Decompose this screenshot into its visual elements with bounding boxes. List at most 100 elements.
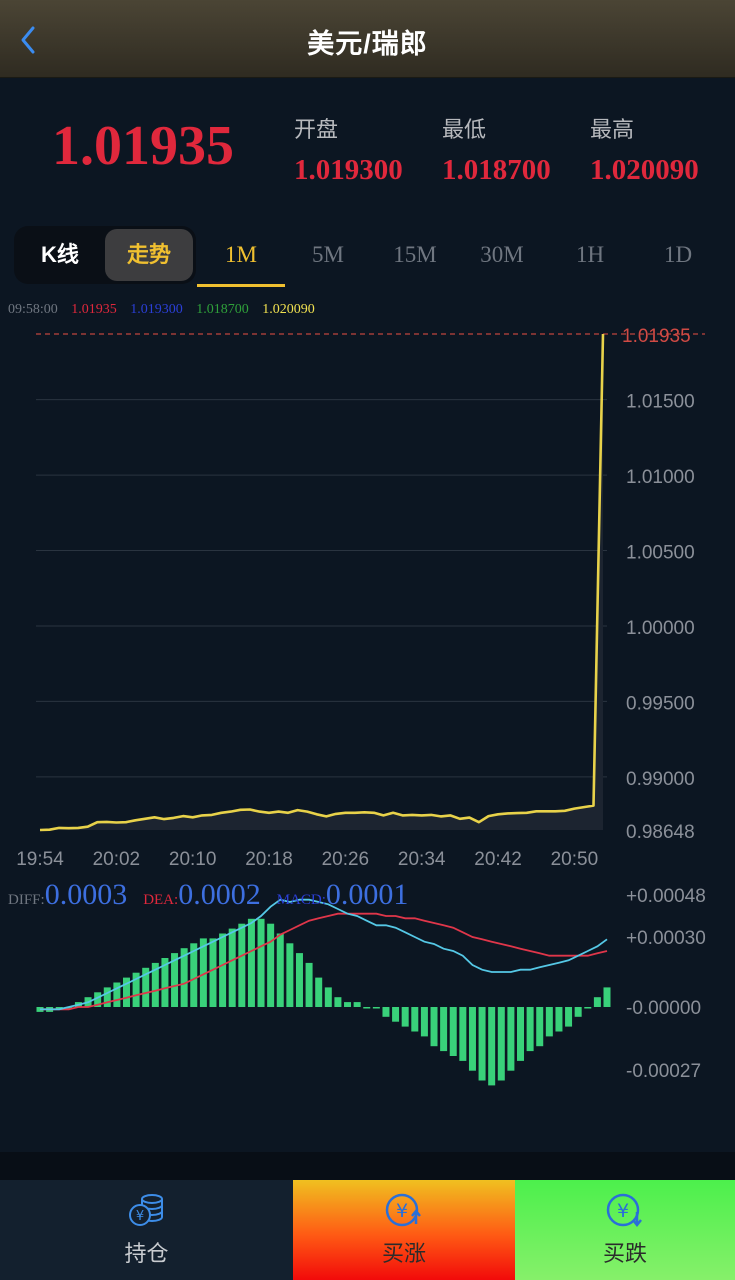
macd-bar	[247, 918, 255, 1007]
macd-tick-label: -0.00027	[626, 1061, 701, 1082]
macd-bar	[401, 1007, 409, 1027]
y-tick-label: 1.00000	[626, 618, 695, 639]
macd-labels: DIFF:0.0003 DEA:0.0002 MACD:0.0001	[8, 878, 420, 912]
x-tick-label: 20:42	[474, 849, 522, 870]
yen-down-icon: ¥	[606, 1193, 642, 1228]
macd-bar	[151, 962, 159, 1007]
macd-bar	[574, 1007, 582, 1017]
macd-bar	[507, 1007, 515, 1071]
macd-bar	[497, 1007, 505, 1081]
macd-bar	[334, 997, 342, 1007]
dea-line	[40, 912, 608, 1011]
macd-bar	[363, 1007, 371, 1009]
y-tick-label: 0.98648	[626, 822, 695, 843]
stat-low: 最低 1.018700	[442, 112, 551, 187]
diff-line	[40, 898, 608, 1011]
macd-bar	[488, 1007, 496, 1086]
macd-bar	[276, 933, 284, 1007]
tab-5m[interactable]: 5M	[312, 242, 344, 267]
tab-1m[interactable]: 1M	[197, 226, 285, 287]
macd-bar	[593, 997, 601, 1007]
macd-bar	[344, 1002, 352, 1007]
macd-tick-label: -0.00000	[626, 998, 701, 1019]
macd-bar	[382, 1007, 390, 1017]
legend-time: 09:58:00	[8, 302, 58, 317]
x-tick-label: 20:34	[398, 849, 446, 870]
tab-30m[interactable]: 30M	[480, 242, 524, 267]
yen-up-icon: ¥	[385, 1193, 421, 1227]
coins-icon: ¥	[128, 1194, 163, 1226]
macd-bar	[190, 943, 198, 1007]
macd-bar	[555, 1007, 563, 1032]
macd-bar	[113, 982, 121, 1007]
macd-tick-label: +0.00048	[626, 886, 706, 907]
macd-bar	[565, 1007, 573, 1027]
macd-bar	[372, 1007, 380, 1009]
macd-bar	[411, 1007, 419, 1032]
chart-mode-toggle: K线 走势	[14, 226, 196, 284]
macd-bar	[324, 987, 332, 1007]
page-title: 美元/瑞郎	[307, 29, 428, 59]
chart-tabs: K线 走势 1M 5M 15M 30M 1H 1D	[0, 222, 735, 288]
chevron-left-icon	[21, 26, 35, 54]
macd-bar	[468, 1007, 476, 1071]
macd-bar	[171, 953, 179, 1007]
back-button[interactable]	[14, 20, 44, 60]
macd-bar	[267, 923, 275, 1007]
price-line	[39, 333, 605, 832]
buy-up-label: 买涨	[381, 1241, 426, 1266]
macd-bar	[536, 1007, 544, 1047]
macd-bar	[392, 1007, 400, 1022]
tab-trend[interactable]: 走势	[105, 229, 193, 281]
dea-label: DEA:	[143, 892, 179, 908]
quote-panel: 1.01935 开盘 1.019300 最低 1.018700 最高 1.020…	[0, 78, 735, 218]
dea-value: 0.0002	[178, 878, 261, 911]
stat-open-value: 1.019300	[294, 154, 403, 186]
legend-last: 1.01935	[71, 302, 117, 317]
bottom-action-bar: ¥ 持仓 ¥ 买涨 ¥ 买跌	[0, 1180, 735, 1280]
macd-bar	[257, 918, 265, 1007]
macd-bar	[228, 928, 236, 1007]
buy-up-button[interactable]: ¥ 买涨	[293, 1180, 515, 1280]
macd-bar	[603, 987, 611, 1007]
macd-bar	[449, 1007, 457, 1056]
divider	[0, 1152, 735, 1180]
tab-kline[interactable]: K线	[41, 242, 79, 267]
tab-1d[interactable]: 1D	[663, 242, 693, 267]
macd-bar	[420, 1007, 428, 1037]
nav-header: 美元/瑞郎	[0, 0, 735, 78]
current-price: 1.01935	[52, 115, 234, 177]
macd-bar	[122, 977, 130, 1007]
diff-value: 0.0003	[44, 878, 128, 911]
macd-bar	[219, 933, 227, 1007]
macd-bar	[55, 1007, 63, 1009]
svg-text:¥: ¥	[396, 1200, 408, 1222]
y-tick-label: 1.01000	[626, 467, 695, 488]
stat-high: 最高 1.020090	[590, 112, 699, 187]
macd-bar	[526, 1007, 534, 1052]
macd-bar	[517, 1007, 525, 1061]
buy-down-label: 买跌	[602, 1241, 647, 1266]
svg-text:¥: ¥	[617, 1200, 629, 1222]
tab-15m[interactable]: 15M	[393, 242, 437, 267]
macd-bar	[161, 958, 169, 1007]
tab-1h[interactable]: 1H	[575, 242, 605, 267]
macd-bar	[478, 1007, 486, 1081]
macd-bar	[305, 962, 313, 1007]
price-chart[interactable]: 0.98648 0.99000 0.99500 1.00000 1.00500 1.010…	[0, 320, 735, 1152]
macd-bar	[209, 938, 217, 1007]
x-tick-label: 20:18	[245, 849, 293, 870]
positions-button[interactable]: ¥ 持仓	[0, 1180, 293, 1280]
x-tick-label: 20:02	[93, 849, 141, 870]
macd-bar	[315, 977, 323, 1007]
macd-bar	[545, 1007, 553, 1037]
x-tick-label: 20:10	[169, 849, 217, 870]
x-tick-label: 20:50	[551, 849, 599, 870]
macd-value: 0.0001	[325, 878, 409, 911]
price-area	[40, 334, 603, 830]
stat-high-value: 1.020090	[590, 154, 699, 186]
x-tick-label: 19:54	[16, 849, 64, 870]
buy-down-button[interactable]: ¥ 买跌	[515, 1180, 735, 1280]
last-price-label: 1.01935	[622, 326, 691, 347]
stat-open: 开盘 1.019300	[294, 112, 403, 187]
